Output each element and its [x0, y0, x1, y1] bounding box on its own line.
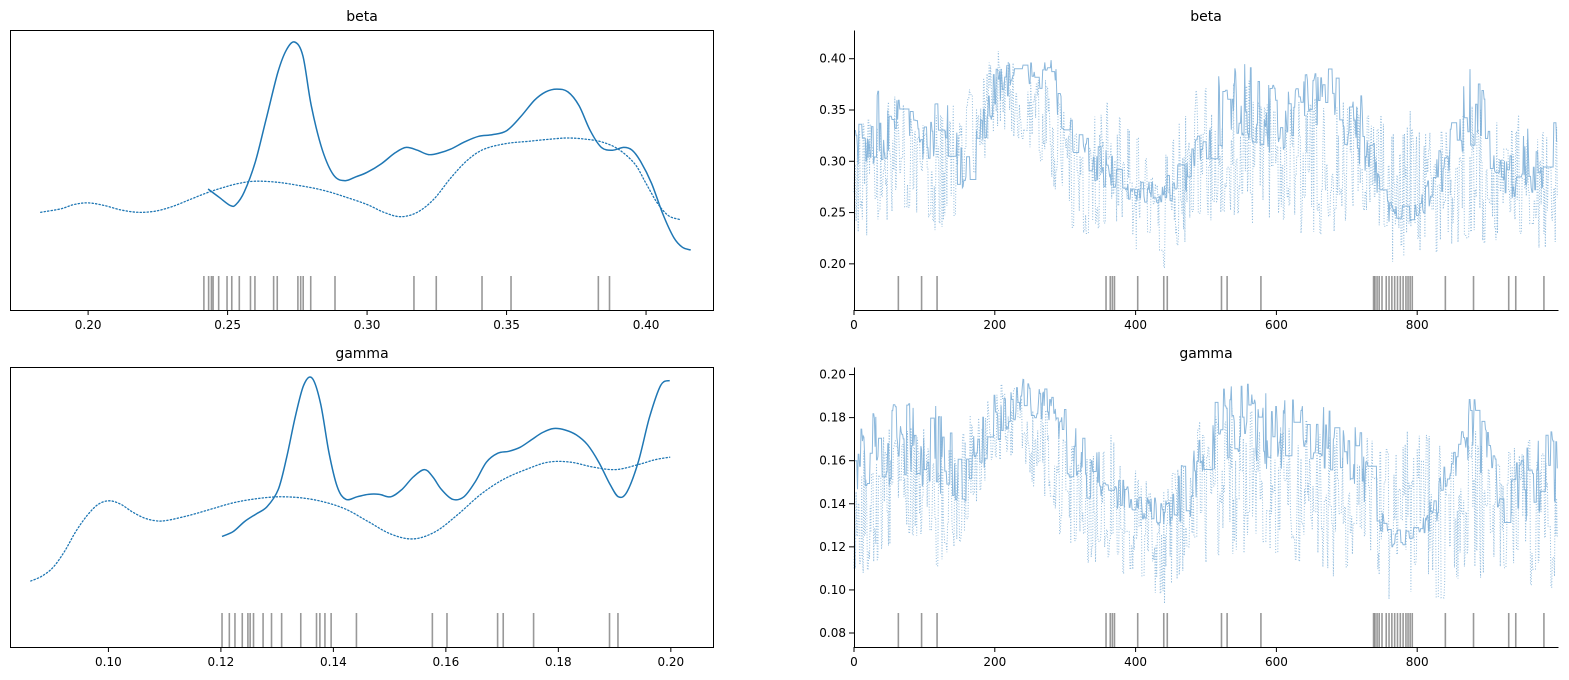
kde-gamma-axes-frame [10, 367, 714, 648]
kde-beta-xtick-label: 0.25 [214, 318, 241, 332]
trace-beta-xtick-label: 400 [1124, 318, 1147, 332]
trace-gamma-ytick-label: 0.10 [819, 583, 846, 597]
trace-gamma-ytick-label: 0.16 [819, 454, 846, 468]
trace-gamma-ytick-label: 0.14 [819, 497, 846, 511]
kde-beta-xtick-label: 0.40 [633, 318, 660, 332]
trace-gamma-panel: gamma 0 200 400 600 800 0.08 0.10 0.12 0.14 0.16… [819, 346, 1559, 669]
kde-gamma-xtick-label: 0.14 [320, 655, 347, 669]
trace-gamma-xtick-label: 600 [1265, 655, 1288, 669]
kde-gamma-xtick-label: 0.20 [657, 655, 684, 669]
trace-beta-xtick-label: 800 [1406, 318, 1429, 332]
kde-beta-title: beta [346, 9, 378, 25]
trace-beta-ytick-label: 0.30 [819, 154, 846, 168]
kde-gamma-x-axis: 0.10 0.12 0.14 0.16 0.18 0.20 [95, 647, 684, 669]
trace-beta-rug [897, 276, 1545, 310]
trace-beta-ytick-label: 0.20 [819, 257, 846, 271]
trace-beta-chain-solid [854, 60, 1558, 222]
trace-beta-chain-dotted [853, 50, 1558, 268]
kde-gamma-xtick-label: 0.18 [545, 655, 572, 669]
kde-gamma-xtick-label: 0.16 [433, 655, 460, 669]
trace-gamma-ytick-label: 0.08 [819, 626, 846, 640]
trace-gamma-chain-dotted [853, 383, 1558, 604]
trace-gamma-xtick-label: 800 [1406, 655, 1429, 669]
trace-beta-lines [853, 50, 1558, 268]
trace-beta-title: beta [1190, 9, 1222, 25]
trace-beta-ytick-label: 0.25 [819, 206, 846, 220]
kde-beta-axes-frame [10, 30, 714, 311]
kde-gamma-lines [30, 376, 671, 582]
trace-beta-xtick-label: 600 [1265, 318, 1288, 332]
kde-beta-density-solid [207, 41, 691, 251]
kde-gamma-xtick-label: 0.10 [95, 655, 122, 669]
kde-beta-x-axis: 0.20 0.25 0.30 0.35 0.40 [75, 310, 660, 332]
trace-gamma-xtick-label: 400 [1124, 655, 1147, 669]
trace-gamma-lines [853, 378, 1558, 604]
kde-beta-xtick-label: 0.30 [354, 318, 381, 332]
trace-gamma-ytick-label: 0.12 [819, 540, 846, 554]
trace-beta-panel: beta 0 200 400 600 800 0.20 0.25 0.30 0.35 0.40 [819, 9, 1559, 332]
trace-gamma-y-axis: 0.08 0.10 0.12 0.14 0.16 0.18 0.20 [819, 368, 854, 640]
trace-gamma-ytick-label: 0.20 [819, 368, 846, 382]
trace-beta-ytick-label: 0.40 [819, 52, 846, 66]
kde-gamma-density-dotted [30, 456, 671, 582]
kde-beta-xtick-label: 0.35 [493, 318, 520, 332]
trace-beta-y-axis: 0.20 0.25 0.30 0.35 0.40 [819, 52, 854, 271]
trace-beta-xtick-label: 0 [850, 318, 858, 332]
trace-gamma-title: gamma [1179, 346, 1232, 362]
kde-gamma-density-solid [221, 376, 671, 538]
kde-gamma-xtick-label: 0.12 [208, 655, 235, 669]
kde-beta-rug [203, 276, 611, 310]
kde-beta-density-dotted [40, 137, 681, 221]
kde-beta-lines [40, 41, 691, 251]
kde-gamma-panel: gamma 0.10 0.12 0.14 0.16 0.18 0.20 [10, 346, 714, 669]
trace-gamma-rug [897, 613, 1545, 647]
trace-beta-ytick-label: 0.35 [819, 103, 846, 117]
trace-gamma-xtick-label: 200 [983, 655, 1006, 669]
kde-beta-xtick-label: 0.20 [75, 318, 102, 332]
kde-beta-panel: beta 0.20 0.25 0.30 0.35 0.40 [10, 9, 714, 332]
trace-beta-x-axis: 0 200 400 600 800 [850, 310, 1429, 332]
trace-beta-xtick-label: 200 [983, 318, 1006, 332]
kde-gamma-rug [221, 613, 619, 647]
kde-gamma-title: gamma [335, 346, 388, 362]
trace-gamma-x-axis: 0 200 400 600 800 [850, 647, 1429, 669]
trace-gamma-ytick-label: 0.18 [819, 411, 846, 425]
trace-gamma-xtick-label: 0 [850, 655, 858, 669]
